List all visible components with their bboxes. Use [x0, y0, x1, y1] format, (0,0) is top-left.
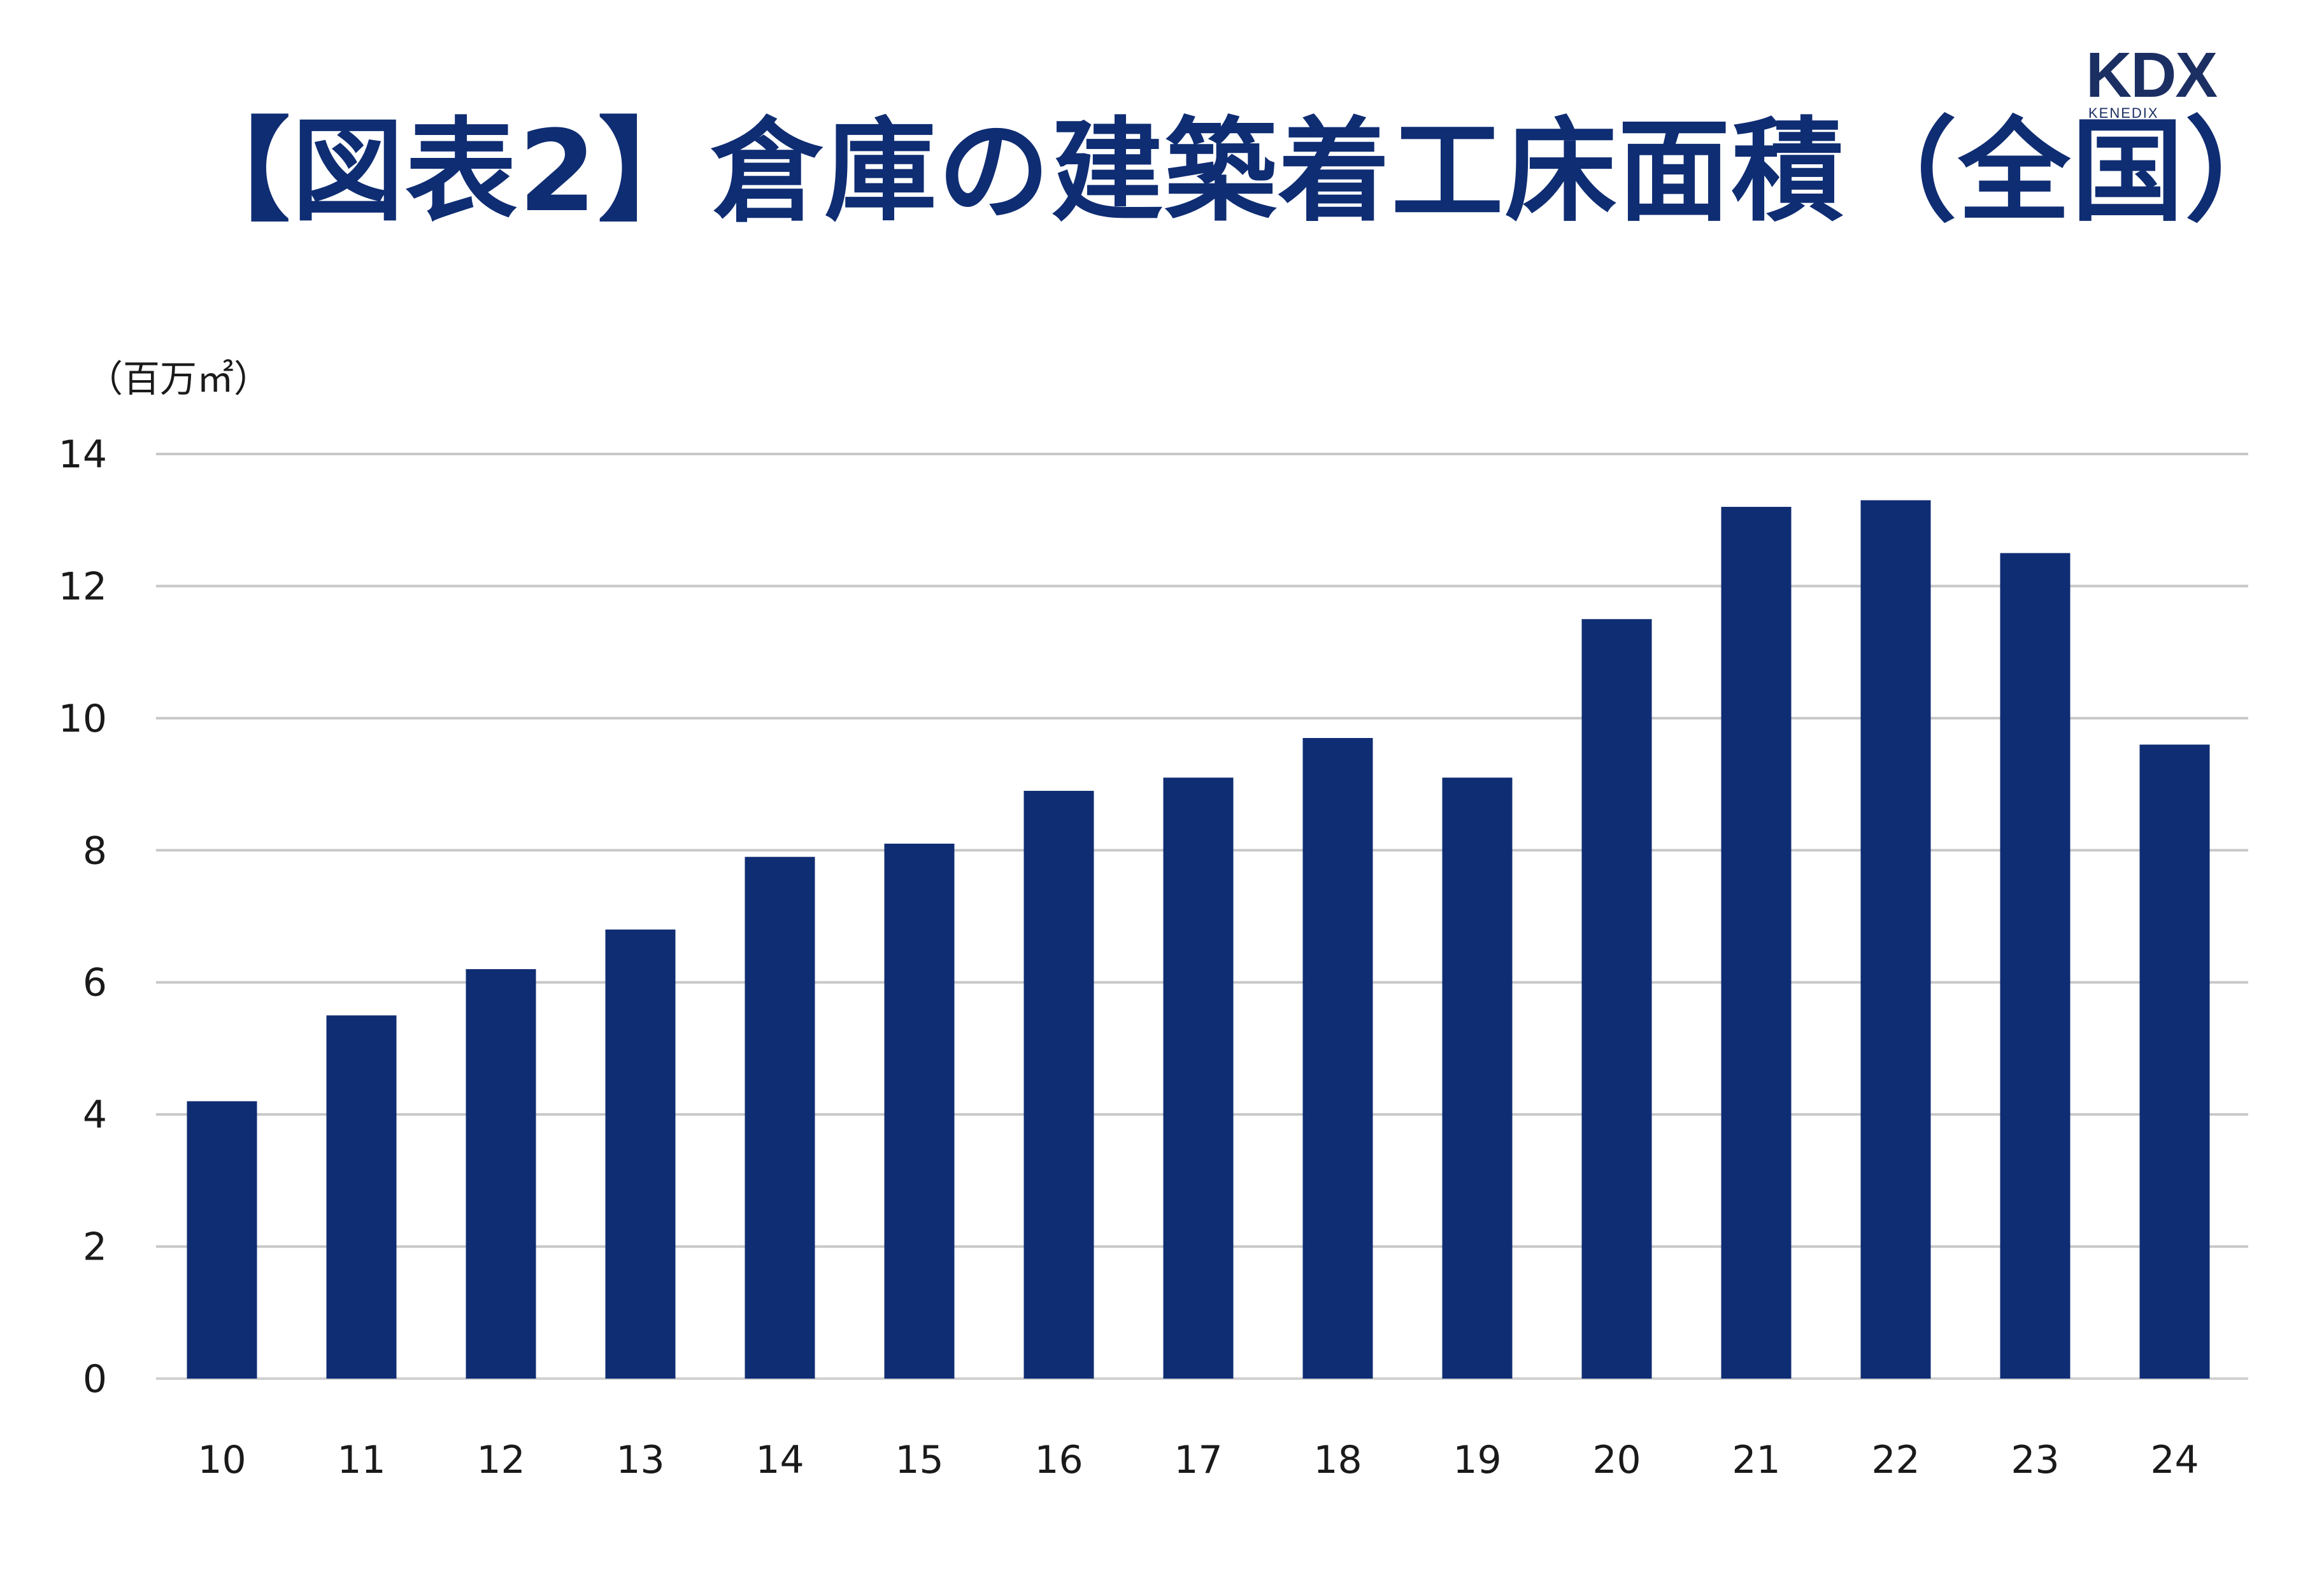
y-tick-label: 4 — [83, 1093, 107, 1137]
x-tick-label: 16 — [1034, 1438, 1083, 1482]
y-tick-label: 6 — [83, 961, 107, 1005]
bar-22 — [1860, 500, 1931, 1379]
y-tick-label: 10 — [59, 697, 107, 741]
y-tick-label: 0 — [83, 1357, 107, 1402]
y-tick-label: 14 — [59, 432, 107, 477]
logo-sub-text: KENEDIX — [2088, 105, 2159, 121]
x-tick-label: 13 — [616, 1438, 664, 1482]
bar-18 — [1302, 737, 1373, 1379]
bar-10 — [187, 1101, 257, 1379]
bar-24 — [2139, 744, 2210, 1379]
bar-13 — [605, 929, 676, 1379]
x-axis-tick-labels: 10 11 12 13 14 15 16 17 18 19 20 21 22 23 24 — [197, 1438, 2199, 1482]
kdx-logo: KDX KENEDIX — [2086, 39, 2251, 121]
bar-14 — [745, 856, 815, 1379]
x-tick-label: 11 — [337, 1438, 385, 1482]
y-tick-label: 12 — [59, 564, 107, 609]
x-tick-label: 20 — [1592, 1438, 1641, 1482]
y-tick-label: 2 — [83, 1225, 107, 1270]
bar-16 — [1023, 790, 1094, 1379]
bar-23 — [2000, 553, 2071, 1379]
bar-20 — [1581, 619, 1652, 1379]
bar-15 — [884, 843, 955, 1379]
bar-12 — [466, 969, 536, 1379]
x-tick-label: 19 — [1453, 1438, 1501, 1482]
x-tick-label: 21 — [1732, 1438, 1780, 1482]
y-axis-unit-label: （百万㎡） — [86, 357, 271, 401]
y-axis-tick-labels: 0 2 4 6 8 10 12 14 — [59, 432, 107, 1402]
x-tick-label: 17 — [1174, 1438, 1222, 1482]
bar-21 — [1721, 506, 1792, 1379]
x-tick-label: 10 — [197, 1438, 246, 1482]
logo-main-text: KDX — [2086, 39, 2218, 111]
bars — [187, 500, 2210, 1379]
x-tick-label: 14 — [755, 1438, 804, 1482]
x-tick-label: 18 — [1313, 1438, 1362, 1482]
bar-17 — [1163, 777, 1234, 1379]
y-tick-label: 8 — [83, 828, 107, 873]
x-tick-label: 23 — [2011, 1438, 2059, 1482]
bar-11 — [326, 1015, 397, 1379]
x-tick-label: 12 — [476, 1438, 525, 1482]
x-tick-label: 22 — [1871, 1438, 1920, 1482]
bar-19 — [1442, 777, 1513, 1379]
x-tick-label: 24 — [2150, 1438, 2199, 1482]
chart-title: 【図表2】倉庫の建築着工床面積（全国） — [178, 106, 2299, 237]
x-tick-label: 15 — [895, 1438, 943, 1482]
